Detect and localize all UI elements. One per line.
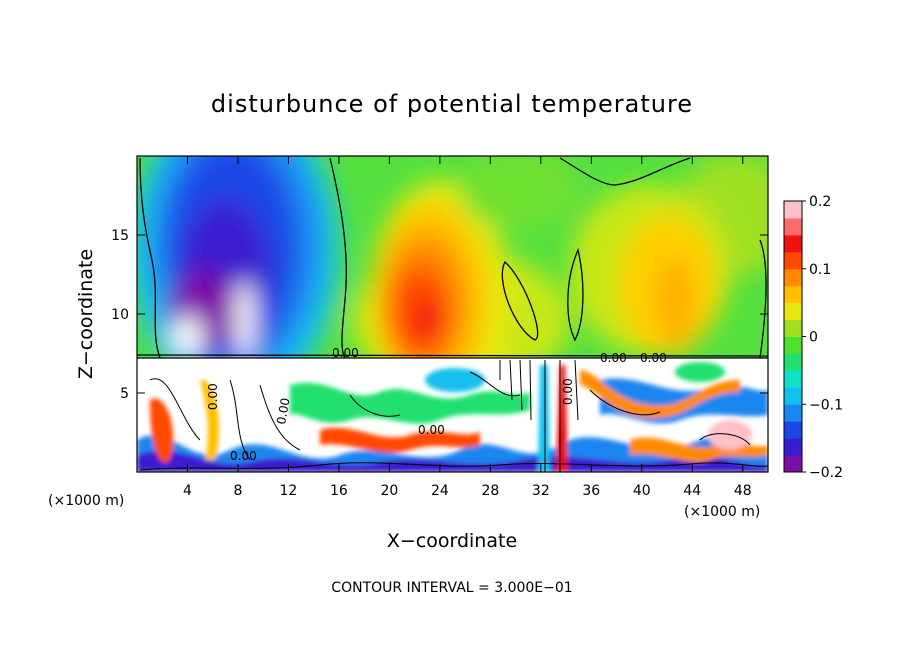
colorbar-swatch <box>784 217 802 236</box>
x-tick-label: 28 <box>481 483 499 499</box>
colorbar-tick-label: −0.2 <box>809 465 843 481</box>
x-tick-label: 4 <box>183 483 192 499</box>
y-axis-label: Z−coordinate <box>75 249 97 379</box>
colorbar-tick-label: −0.1 <box>809 397 843 413</box>
x-tick-label: 20 <box>380 483 398 499</box>
x-tick-label: 16 <box>330 483 348 499</box>
contour-label: 0.00 <box>640 351 667 365</box>
colorbar-swatch <box>784 285 802 304</box>
colorbar: 0.2 0.1 0 −0.1 −0.2 <box>783 194 843 481</box>
contour-label: 0.00 <box>230 449 257 463</box>
x-tick-label: 40 <box>633 483 651 499</box>
x-tick-label: 32 <box>532 483 550 499</box>
contour-interval-note: CONTOUR INTERVAL = 3.000E−01 <box>331 580 572 596</box>
colorbar-swatch <box>784 387 802 405</box>
contour-label: 0.00 <box>561 378 575 405</box>
x-tick-label: 48 <box>734 483 752 499</box>
colorbar-swatch <box>784 353 802 371</box>
colorbar-swatch <box>784 336 802 354</box>
colorbar-swatch <box>784 438 802 456</box>
chart-title: disturbunce of potential temperature <box>211 90 693 118</box>
contour-label: 0.00 <box>418 423 445 437</box>
colorbar-swatch <box>784 234 802 253</box>
contour-labels: 0.00 0.00 0.00 0.00 0.00 0.00 0.00 0.00 <box>206 346 667 463</box>
colorbar-swatch <box>784 201 802 219</box>
colorbar-swatch <box>784 455 802 473</box>
x-unit-label-right: (×1000 m) <box>684 504 760 520</box>
colorbar-swatch <box>784 370 802 388</box>
contour-label: 0.00 <box>274 397 292 426</box>
colorbar-tick-label: 0.1 <box>809 262 831 278</box>
y-tick-label: 5 <box>120 386 129 402</box>
x-tick-label: 24 <box>431 483 449 499</box>
x-tick-label: 8 <box>233 483 242 499</box>
contour-label: 0.00 <box>206 383 220 410</box>
x-tick-label: 44 <box>683 483 701 499</box>
y-tick-label: 10 <box>111 307 129 323</box>
colorbar-tick-label: 0 <box>809 330 818 346</box>
colorbar-swatch <box>784 319 802 337</box>
x-axis-label: X−coordinate <box>387 530 517 552</box>
colorbar-swatch <box>784 421 802 439</box>
x-unit-label-left: (×1000 m) <box>48 493 124 509</box>
plot-area: 0.00 0.00 0.00 0.00 0.00 0.00 0.00 0.00 <box>137 156 768 472</box>
contour-label: 0.00 <box>332 346 359 360</box>
colorbar-tick-label: 0.2 <box>809 194 831 210</box>
x-tick-label: 12 <box>280 483 298 499</box>
x-axis: 4 8 12 16 20 24 28 32 36 40 44 48 <box>183 156 752 499</box>
y-axis: 5 10 15 <box>111 228 768 402</box>
colorbar-swatch <box>784 302 802 321</box>
colorbar-swatch <box>784 268 802 287</box>
colorbar-swatch <box>784 404 802 422</box>
lower-field <box>137 358 768 472</box>
x-tick-label: 36 <box>582 483 600 499</box>
contour-label: 0.00 <box>600 351 627 365</box>
y-tick-label: 15 <box>111 228 129 244</box>
colorbar-swatch <box>784 251 802 270</box>
